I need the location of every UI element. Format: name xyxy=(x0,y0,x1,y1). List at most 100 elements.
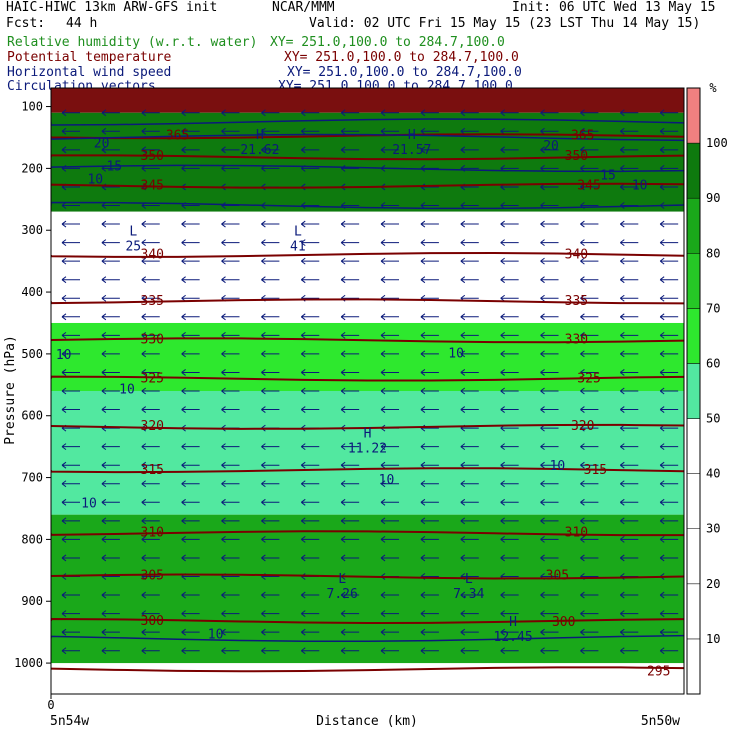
wind-vector xyxy=(380,647,400,655)
wind-vector xyxy=(141,480,160,488)
theta-label: 345 xyxy=(577,178,600,193)
wind-vector xyxy=(300,276,320,284)
wind-vector xyxy=(380,239,400,246)
y-tick-label: 700 xyxy=(21,471,43,485)
wind-vector xyxy=(500,591,519,599)
wind-vector xyxy=(340,313,360,321)
wind-vector xyxy=(500,387,519,395)
wind-vector xyxy=(340,480,360,488)
wind-vector xyxy=(141,554,160,562)
wind-vector xyxy=(380,498,400,506)
wind-vector xyxy=(659,498,679,506)
wind-vector xyxy=(659,387,679,395)
wind-vector xyxy=(420,146,439,154)
theta-contour-325 xyxy=(51,375,684,382)
colorbar-tick-label: 70 xyxy=(706,301,720,315)
theta-contour-300 xyxy=(51,618,684,625)
wind-vector xyxy=(221,387,240,395)
wind-vector xyxy=(420,480,439,488)
wind-vector xyxy=(61,313,80,321)
wind-vector xyxy=(619,127,639,135)
wind-vector xyxy=(181,461,200,469)
wind-vector xyxy=(659,350,679,358)
wind-vector xyxy=(619,294,639,302)
wind-vector xyxy=(460,610,479,618)
wind-vector xyxy=(420,498,439,506)
wind-vector xyxy=(141,109,160,117)
wind-vector xyxy=(420,554,439,562)
wind-vector xyxy=(659,294,679,302)
wind-vector xyxy=(460,313,479,321)
wind-vector xyxy=(101,294,120,302)
theta-contour-345 xyxy=(51,182,684,189)
extremum-marker: L xyxy=(129,224,137,239)
wind-vector xyxy=(141,647,160,655)
theta-label: 315 xyxy=(584,463,607,478)
wind-vector xyxy=(500,536,519,543)
wind-vector xyxy=(61,350,80,358)
wind-vector xyxy=(221,220,240,228)
wind-vector xyxy=(61,257,80,265)
wind-vector xyxy=(460,350,479,358)
wind-vector xyxy=(221,610,240,618)
wind-vector xyxy=(141,387,160,395)
wind-vector xyxy=(580,480,599,488)
wind-vector xyxy=(460,369,479,376)
x-right-end-label: 5n50w xyxy=(641,714,680,729)
colorbar-swatch xyxy=(686,363,701,419)
wind-vector xyxy=(380,276,400,284)
wind-vector xyxy=(101,146,120,154)
wind-vector xyxy=(380,387,400,395)
wind-vector xyxy=(420,517,439,525)
wind-vector xyxy=(141,591,160,599)
legend-rh-xy: XY= 251.0,100.0 to 284.7,100.0 xyxy=(270,35,505,50)
wind-vector xyxy=(540,406,559,413)
legend-wind-xy: XY= 251.0,100.0 to 284.7,100.0 xyxy=(287,65,522,80)
wind-vector xyxy=(420,628,439,636)
wind-vector xyxy=(300,146,320,154)
wind-vector xyxy=(460,387,479,395)
wind-vector xyxy=(141,536,160,543)
theta-contour-350 xyxy=(51,154,684,161)
rh-layer-1 xyxy=(51,112,684,212)
wind-vector xyxy=(101,257,120,265)
wind-vector xyxy=(500,647,519,655)
wind-vector xyxy=(659,109,679,117)
colorbar-swatch xyxy=(686,473,701,529)
wind-vector xyxy=(659,276,679,284)
x-tick-0: 0 xyxy=(47,698,54,712)
org-label: NCAR/MMM xyxy=(272,0,335,15)
wind-vector xyxy=(540,239,559,246)
theta-label: 365 xyxy=(571,128,594,143)
wind-vector xyxy=(619,591,639,599)
wind-vector xyxy=(181,146,200,154)
wind-vector xyxy=(181,276,200,284)
colorbar-tick-label: 20 xyxy=(706,577,720,591)
wind-vector xyxy=(460,591,479,599)
wind-vector xyxy=(141,610,160,618)
wind-vector xyxy=(340,536,360,543)
wind-vector xyxy=(540,294,559,302)
wind-vector xyxy=(580,127,599,135)
wind-vector xyxy=(460,628,479,636)
wind-vector xyxy=(101,554,120,562)
wind-vector xyxy=(61,554,80,562)
wind-vector xyxy=(300,239,320,246)
wind-vector xyxy=(61,406,80,413)
wind-vector xyxy=(340,257,360,265)
y-tick-label: 800 xyxy=(21,532,43,546)
wind-vector xyxy=(261,610,280,618)
wind-vector xyxy=(500,406,519,413)
wind-vector xyxy=(540,461,559,469)
wind-vector xyxy=(619,239,639,246)
wind-vector xyxy=(181,647,200,655)
wind-vector xyxy=(380,628,400,636)
wind-vector xyxy=(221,647,240,655)
wind-vector xyxy=(300,350,320,358)
wind-vector xyxy=(181,591,200,599)
wind-vector xyxy=(300,536,320,543)
colorbar-tick-label: 60 xyxy=(706,356,720,370)
wind-vector xyxy=(540,498,559,506)
y-tick-label: 400 xyxy=(21,285,43,299)
wind-vector xyxy=(61,536,80,543)
